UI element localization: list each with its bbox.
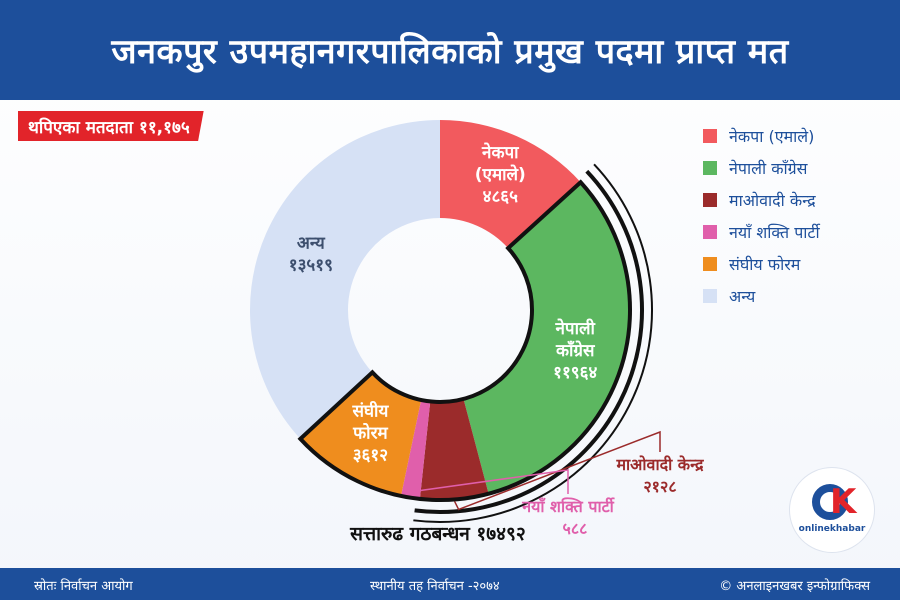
slice-label: काँग्रेस: [555, 340, 596, 361]
legend-swatch: [703, 289, 717, 303]
slice-label: ४८६५: [483, 187, 519, 207]
legend-swatch: [703, 161, 717, 175]
legend-item: नेकपा (एमाले): [703, 120, 893, 152]
slice-label: फोरम: [352, 423, 388, 444]
donut-slice: [463, 182, 631, 494]
added-voters-badge: थपिएका मतदाता ११,१७५: [18, 111, 204, 141]
legend-item: नेपाली काँग्रेस: [703, 152, 893, 184]
donut-slice: [419, 398, 489, 501]
slice-label: ११९६४: [553, 363, 597, 383]
coalition-arc-outer-1: [414, 169, 644, 514]
legend-item: संघीय फोरम: [703, 248, 893, 280]
legend-label: नेकपा (एमाले): [729, 127, 815, 146]
page-title: जनकपुर उपमहानगरपालिकाको प्रमुख पदमा प्रा…: [111, 32, 789, 72]
legend-swatch: [703, 257, 717, 271]
footer-credit: © अनलाइनखबर इन्फोग्राफिक्स: [719, 579, 870, 594]
onlinekhabar-logo: K onlinekhabar: [790, 468, 874, 552]
chart-legend: नेकपा (एमाले) नेपाली काँग्रेस माओवादी केन्…: [703, 120, 893, 312]
donut-slice: [400, 400, 431, 499]
coalition-arc-outer-2: [413, 163, 653, 523]
header-bar: जनकपुर उपमहानगरपालिकाको प्रमुख पदमा प्रा…: [0, 0, 900, 100]
donut-slice: [440, 120, 581, 249]
legend-item: अन्य: [703, 280, 893, 312]
legend-swatch: [703, 129, 717, 143]
logo-o-ring: [812, 484, 848, 520]
coalition-total-label: सत्तारुढ गठबन्धन १७४९२: [349, 523, 526, 545]
slice-label: (एमाले): [475, 164, 526, 185]
maoist-label: माओवादी केन्द्र: [615, 455, 704, 474]
footer-bar: स्रोतः निर्वाचन आयोग स्थानीय तह निर्वाचन…: [0, 568, 900, 600]
legend-label: संघीय फोरम: [729, 255, 801, 274]
naya-shakti-value: ५८८: [563, 519, 588, 538]
legend-item: माओवादी केन्द्र: [703, 184, 893, 216]
legend-swatch: [703, 225, 717, 239]
logo-k-letter: K: [830, 482, 857, 522]
legend-swatch: [703, 193, 717, 207]
slice-label: नेकपा: [481, 142, 519, 163]
slice-label: नेपाली: [554, 318, 595, 339]
slice-label: १३५१९: [289, 255, 333, 275]
legend-label: नयाँ शक्ति पार्टी: [729, 223, 820, 242]
maoist-value: २१२८: [643, 477, 676, 496]
footer-source: स्रोतः निर्वाचन आयोग: [34, 579, 133, 594]
slice-label: अन्य: [297, 233, 326, 253]
legend-label: अन्य: [729, 287, 756, 306]
logo-wordmark: onlinekhabar: [798, 524, 866, 534]
legend-label: नेपाली काँग्रेस: [729, 159, 808, 178]
legend-label: माओवादी केन्द्र: [729, 191, 816, 210]
legend-item: नयाँ शक्ति पार्टी: [703, 216, 893, 248]
footer-election: स्थानीय तह निर्वाचन -२०७४: [370, 579, 500, 594]
coalition-outline: [297, 179, 633, 503]
slice-label: संघीय: [352, 401, 390, 422]
donut-slice: [250, 120, 440, 439]
slice-label: ३६१२: [353, 446, 388, 466]
naya-shakti-label: नयाँ शक्ति पार्टी: [521, 497, 615, 516]
naya-leader-line: [411, 469, 569, 494]
